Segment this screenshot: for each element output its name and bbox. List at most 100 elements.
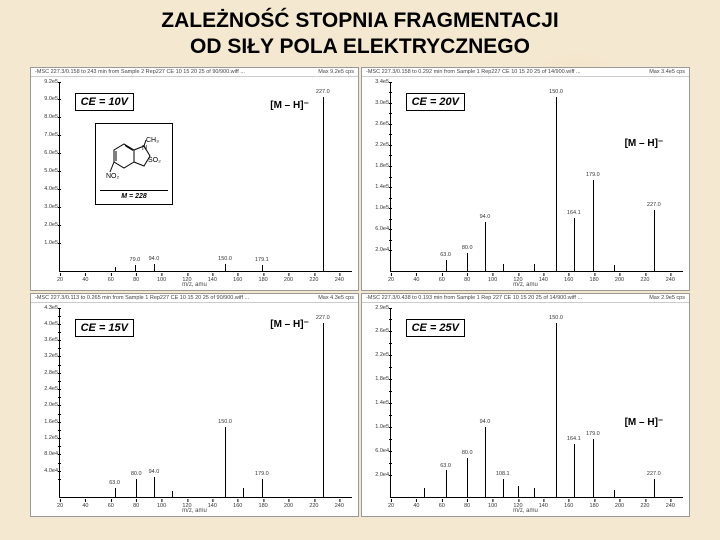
- molecular-ion-label: [M – H]⁻: [270, 100, 309, 111]
- y-tick: 1.4e5: [367, 184, 389, 190]
- mass-peak: [614, 265, 615, 270]
- x-tick: 240: [335, 277, 344, 283]
- y-tick: 2.0e4: [367, 247, 389, 253]
- x-tick: 220: [309, 277, 318, 283]
- mass-peak: [534, 264, 535, 271]
- molecular-weight: M = 228: [100, 190, 168, 200]
- plot-area: CE = 20V[M – H]⁻3.4e53.0e52.6e52.2e51.8e…: [390, 82, 683, 272]
- x-tick: 160: [564, 503, 573, 509]
- peak-label: 63.0: [440, 252, 451, 258]
- x-tick: 40: [413, 277, 419, 283]
- peak-label: 227.0: [316, 89, 330, 95]
- y-tick: 3.0e5: [36, 204, 58, 210]
- peak-label: 150.0: [218, 419, 232, 425]
- y-tick: 7.0e5: [36, 132, 58, 138]
- mass-peak: [467, 253, 468, 270]
- x-tick: 100: [157, 503, 166, 509]
- y-tick: 6.0e4: [367, 448, 389, 454]
- mass-peak: [154, 477, 155, 496]
- x-tick: 60: [439, 277, 445, 283]
- panel-header: -MSC 227.3/0.113 to 0.265 min from Sampl…: [31, 294, 358, 303]
- y-tick: 2.4e5: [36, 386, 58, 392]
- mass-peak: [614, 490, 615, 497]
- x-tick: 180: [259, 503, 268, 509]
- x-axis-label: m/z, amu: [182, 508, 207, 514]
- peak-label: 150.0: [549, 89, 563, 95]
- y-tick: 1.6e5: [36, 419, 58, 425]
- peak-label: 179.0: [255, 471, 269, 477]
- x-tick: 20: [57, 503, 63, 509]
- x-tick: 160: [233, 277, 242, 283]
- mass-peak: [574, 218, 575, 270]
- y-tick: 2.6e5: [367, 328, 389, 334]
- mass-peak: [446, 470, 447, 496]
- mass-peak: [485, 427, 486, 497]
- mass-peak: [556, 97, 557, 271]
- svg-text:N: N: [142, 145, 147, 152]
- molecular-ion-label: [M – H]⁻: [625, 417, 664, 428]
- y-tick: 8.0e4: [36, 451, 58, 457]
- x-tick: 240: [666, 277, 675, 283]
- plot-area: CE = 25V[M – H]⁻2.9e52.6e52.2e51.8e51.4e…: [390, 308, 683, 498]
- molecular-ion-label: [M – H]⁻: [625, 138, 664, 149]
- y-tick: 4.0e5: [36, 186, 58, 192]
- peak-label: 80.0: [131, 471, 142, 477]
- x-tick: 60: [108, 503, 114, 509]
- y-tick: 2.6e5: [367, 121, 389, 127]
- x-tick: 20: [388, 503, 394, 509]
- title-line-1: ZALEŻNOŚĆ STOPNIA FRAGMENTACJI: [0, 8, 720, 34]
- peak-label: 150.0: [549, 315, 563, 321]
- mass-peak: [115, 488, 116, 497]
- mass-peak: [446, 260, 447, 270]
- peak-label: 94.0: [149, 256, 160, 262]
- x-tick: 20: [57, 277, 63, 283]
- y-tick: 2.0e5: [36, 402, 58, 408]
- x-axis-label: m/z, amu: [182, 282, 207, 288]
- x-tick: 40: [413, 503, 419, 509]
- mass-peak: [262, 479, 263, 496]
- x-tick: 40: [82, 277, 88, 283]
- x-tick: 180: [259, 277, 268, 283]
- mass-peak: [467, 458, 468, 496]
- x-tick: 140: [539, 503, 548, 509]
- x-tick: 20: [388, 277, 394, 283]
- x-tick: 80: [464, 503, 470, 509]
- y-tick: 4.0e5: [36, 321, 58, 327]
- mass-peak: [534, 488, 535, 497]
- mass-peak: [262, 265, 263, 270]
- y-tick: 6.0e4: [367, 226, 389, 232]
- mass-peak: [225, 427, 226, 497]
- x-tick: 160: [233, 503, 242, 509]
- y-tick: 1.2e5: [36, 435, 58, 441]
- peak-label: 164.1: [567, 210, 581, 216]
- y-tick: 3.6e5: [36, 337, 58, 343]
- x-tick: 200: [284, 277, 293, 283]
- x-tick: 80: [133, 277, 139, 283]
- x-tick: 80: [133, 503, 139, 509]
- x-tick: 100: [488, 277, 497, 283]
- y-tick: 9.2e5: [36, 79, 58, 85]
- peak-label: 80.0: [462, 450, 473, 456]
- peak-label: 227.0: [647, 202, 661, 208]
- peak-label: 164.1: [567, 436, 581, 442]
- mass-peak: [518, 486, 519, 496]
- mass-peak: [172, 491, 173, 496]
- y-tick: 1.0e5: [36, 240, 58, 246]
- ce-label-box: CE = 25V: [406, 319, 465, 337]
- y-tick: 4.0e4: [36, 468, 58, 474]
- title-line-2: OD SIŁY POLA ELEKTRYCZNEGO: [0, 34, 720, 60]
- svg-text:SO₂: SO₂: [148, 157, 161, 164]
- mass-peak: [424, 488, 425, 497]
- peak-label: 80.0: [462, 245, 473, 251]
- mass-peak: [323, 97, 324, 271]
- x-tick: 180: [590, 277, 599, 283]
- x-tick: 200: [284, 503, 293, 509]
- y-tick: 1.8e5: [367, 376, 389, 382]
- mass-peak: [135, 265, 136, 270]
- y-tick: 9.0e5: [36, 96, 58, 102]
- y-tick: 3.0e5: [367, 100, 389, 106]
- ce-label-box: CE = 20V: [406, 93, 465, 111]
- mass-peak: [593, 439, 594, 496]
- peak-label: 150.0: [218, 256, 232, 262]
- plot-area: CE = 15V[M – H]⁻4.3e54.0e53.6e53.2e52.8e…: [59, 308, 352, 498]
